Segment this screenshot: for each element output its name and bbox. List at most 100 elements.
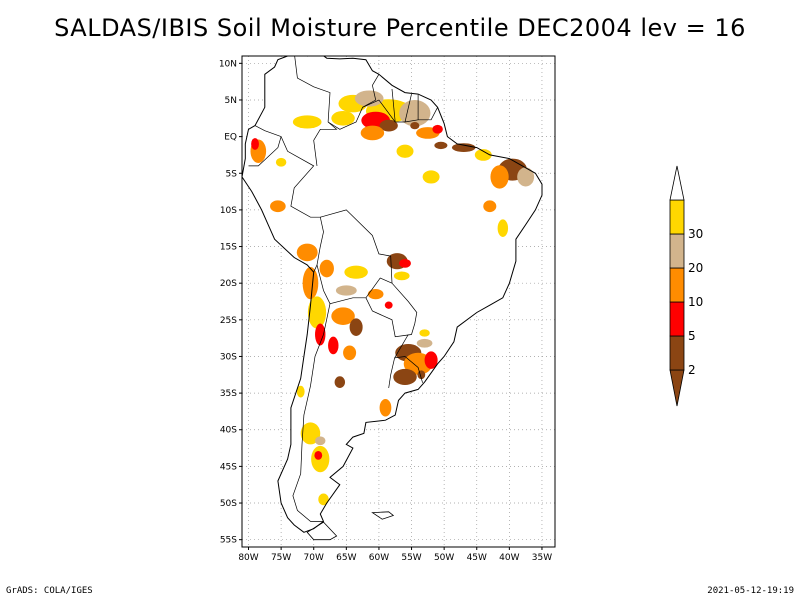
falkland-islands (371, 511, 395, 520)
moisture-patch (315, 436, 326, 446)
border-line (388, 357, 395, 389)
moisture-patch (331, 307, 355, 325)
legend-swatch (669, 335, 685, 371)
legend-label: 5 (688, 329, 696, 343)
lat-tick-label: 55S (220, 536, 237, 546)
moisture-patch (367, 289, 384, 300)
moisture-patch (360, 125, 385, 141)
moisture-patch (424, 351, 438, 369)
moisture-patch (344, 265, 368, 279)
border-line (316, 264, 393, 305)
moisture-patch (384, 301, 393, 309)
moisture-patch (349, 318, 363, 336)
moisture-patch (432, 124, 443, 134)
moisture-patch (335, 285, 357, 296)
land-mass (242, 56, 542, 533)
lat-tick-label: 5N (225, 96, 237, 106)
footer-credit: GrADS: COLA/IGES (6, 586, 93, 596)
moisture-patch (399, 258, 411, 268)
moisture-patch (379, 119, 398, 132)
legend-swatch (669, 233, 685, 269)
lon-tick-label: 55W (401, 553, 421, 563)
map-title: SALDAS/IBIS Soil Moisture Percentile DEC… (54, 14, 746, 42)
moisture-patch (302, 267, 319, 300)
border-line (391, 88, 396, 123)
moisture-patch (410, 121, 420, 130)
footer-timestamp: 2021-05-12-19:19 (707, 586, 794, 596)
lon-tick-label: 75W (271, 553, 291, 563)
legend-swatch (669, 301, 685, 337)
coastline (242, 56, 543, 533)
lat-tick-label: 50S (220, 499, 237, 509)
moisture-patch (416, 338, 433, 348)
moisture-patch (422, 170, 440, 184)
lat-tick-label: 10N (219, 59, 237, 69)
moisture-patch (314, 450, 323, 460)
lat-tick-label: 10S (220, 206, 237, 216)
moisture-patch (251, 138, 259, 150)
legend-label: 30 (688, 227, 703, 241)
lat-tick-label: 5S (226, 169, 238, 179)
moisture-patch (315, 323, 326, 346)
legend-swatch (669, 369, 685, 407)
lon-tick-label: 65W (336, 553, 356, 563)
moisture-patch (318, 493, 329, 506)
lat-tick-label: 35S (220, 389, 237, 399)
border-line (394, 356, 423, 383)
border-line (365, 282, 418, 338)
moisture-patch (300, 422, 321, 445)
legend-label: 2 (688, 363, 696, 377)
lat-tick-label: 15S (220, 243, 237, 253)
legend-label: 10 (688, 295, 703, 309)
moisture-patch (296, 243, 318, 262)
plot-frame (241, 55, 556, 548)
moisture-patch (396, 144, 414, 158)
lon-tick-label: 40W (499, 553, 519, 563)
lon-tick-label: 80W (238, 553, 258, 563)
moisture-patch (393, 271, 410, 281)
color-legend: 2 5 10 20 30 (669, 165, 703, 407)
moisture-patch (434, 141, 448, 150)
moisture-patch (331, 110, 355, 126)
border-line (280, 136, 324, 273)
moisture-patch (354, 90, 384, 107)
legend-swatch (669, 199, 685, 235)
moisture-patch (483, 200, 497, 213)
legend-swatch (669, 267, 685, 303)
moisture-patch (319, 259, 334, 278)
country-borders (248, 56, 438, 522)
lat-tick-label: EQ (224, 133, 237, 143)
lon-tick-label: 60W (369, 553, 389, 563)
lon-tick-label: 35W (532, 553, 552, 563)
moisture-patch (490, 165, 509, 189)
moisture-patch (474, 149, 492, 161)
lat-tick-label: 30S (220, 352, 237, 362)
lat-tick-label: 40S (220, 426, 237, 436)
border-line (292, 303, 331, 522)
moisture-patch (328, 336, 339, 355)
moisture-patch (343, 345, 357, 361)
lat-tick-label: 20S (220, 279, 237, 289)
moisture-patch (517, 167, 535, 187)
border-line (394, 334, 409, 359)
legend-end-arrow (669, 165, 685, 201)
lat-tick-label: 45S (220, 462, 237, 472)
lon-tick-label: 70W (304, 553, 324, 563)
moisture-patch (334, 376, 346, 388)
moisture-patch (275, 157, 287, 167)
border-line (320, 209, 393, 284)
lon-tick-label: 45W (467, 553, 487, 563)
border-line (248, 125, 282, 167)
moisture-patch (497, 219, 509, 238)
moisture-patch (296, 385, 305, 398)
lon-tick-label: 50W (434, 553, 454, 563)
moisture-patch (451, 143, 476, 153)
border-line (404, 94, 412, 123)
moisture-patch (307, 296, 327, 329)
lat-tick-label: 25S (220, 316, 237, 326)
moisture-patch (270, 200, 286, 213)
moisture-patch (419, 329, 430, 337)
moisture-patch (379, 398, 392, 417)
moisture-patch (292, 115, 322, 129)
